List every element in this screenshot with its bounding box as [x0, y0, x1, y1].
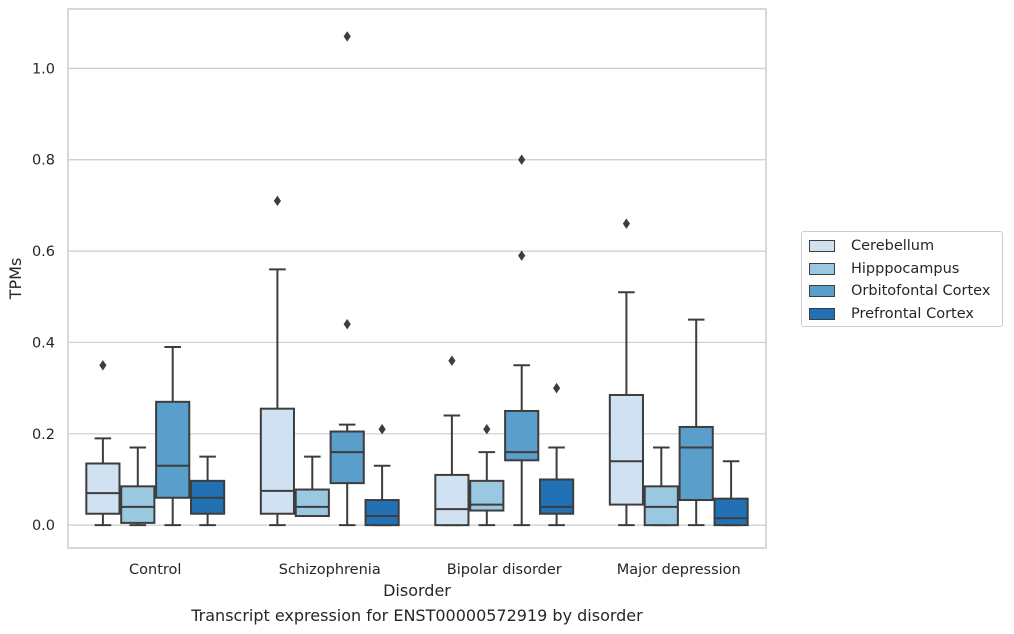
outlier-point: [448, 355, 456, 366]
legend-item: Orbitofontal Cortex: [808, 280, 1002, 303]
box-prefrontal-cortex: [539, 478, 575, 515]
legend-item: Cerebellum: [808, 235, 1002, 258]
y-tick-label: 0.2: [32, 427, 55, 443]
plot-frame: [67, 8, 767, 549]
legend-label: Hipppocampus: [851, 260, 960, 277]
chart-caption: Transcript expression for ENST0000057291…: [191, 606, 643, 625]
legend-item: Prefrontal Cortex: [808, 303, 1002, 326]
box-hipppocampus: [294, 488, 330, 518]
box-hipppocampus: [469, 479, 505, 512]
box-cerebellum: [434, 473, 470, 527]
legend-item: Hipppocampus: [808, 258, 1002, 281]
x-tick-label: Schizophrenia: [279, 562, 381, 578]
y-tick-label: 0.6: [32, 244, 55, 260]
box-orbitofontal-cortex: [329, 430, 365, 485]
y-tick-label: 0.8: [32, 153, 55, 169]
x-axis-label: Disorder: [383, 581, 451, 600]
outlier-point: [518, 154, 526, 165]
outlier-point: [483, 424, 491, 435]
legend-label: Cerebellum: [851, 238, 935, 255]
box-cerebellum: [259, 407, 295, 515]
box-prefrontal-cortex: [713, 497, 749, 527]
box-hipppocampus: [120, 485, 156, 524]
legend-swatch: [809, 262, 835, 275]
outlier-point: [378, 424, 386, 435]
y-tick-label: 1.0: [32, 61, 55, 77]
legend-label: Orbitofontal Cortex: [851, 283, 991, 300]
outlier-point: [553, 382, 561, 394]
box-prefrontal-cortex: [364, 499, 400, 527]
legend-label: Prefrontal Cortex: [851, 305, 974, 322]
y-tick-label: 0.4: [32, 335, 55, 351]
outlier-point: [343, 318, 351, 330]
legend-swatch: [809, 307, 835, 320]
outlier-point: [273, 195, 281, 207]
box-orbitofontal-cortex: [678, 425, 714, 502]
x-tick-label: Major depression: [617, 562, 741, 578]
y-tick-label: 0.0: [32, 518, 55, 534]
outlier-point: [99, 360, 107, 371]
legend-swatch: [809, 285, 835, 298]
legend-swatch: [809, 240, 835, 253]
outlier-point: [622, 218, 630, 229]
box-orbitofontal-cortex: [155, 400, 191, 499]
x-tick-label: Control: [129, 562, 181, 578]
legend: Cerebellum Hipppocampus Orbitofontal Corte…: [801, 231, 1003, 327]
box-cerebellum: [608, 393, 644, 506]
x-tick-label: Bipolar disorder: [447, 562, 562, 578]
box-cerebellum: [85, 462, 121, 515]
outlier-point: [343, 31, 351, 42]
outlier-point: [518, 250, 526, 261]
box-hipppocampus: [643, 485, 679, 527]
y-axis-label: TPMs: [6, 258, 25, 301]
